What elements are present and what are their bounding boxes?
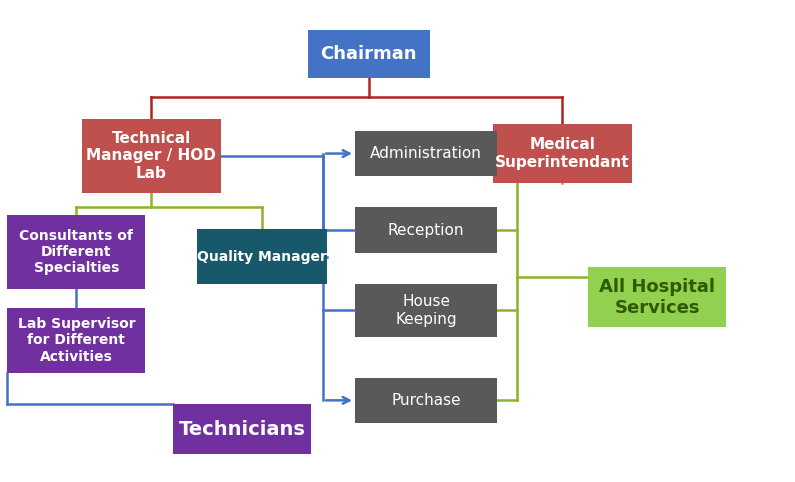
FancyBboxPatch shape bbox=[7, 308, 145, 373]
FancyBboxPatch shape bbox=[493, 123, 631, 184]
Text: House
Keeping: House Keeping bbox=[395, 295, 457, 327]
FancyBboxPatch shape bbox=[588, 268, 727, 327]
Text: Lab Supervisor
for Different
Activities: Lab Supervisor for Different Activities bbox=[17, 317, 135, 363]
FancyBboxPatch shape bbox=[308, 30, 430, 78]
Text: Quality Manager: Quality Manager bbox=[197, 250, 327, 264]
Text: Administration: Administration bbox=[370, 146, 482, 161]
Text: Medical
Superintendant: Medical Superintendant bbox=[495, 137, 630, 170]
Text: Consultants of
Different
Specialties: Consultants of Different Specialties bbox=[19, 228, 134, 275]
FancyBboxPatch shape bbox=[355, 207, 497, 253]
FancyBboxPatch shape bbox=[7, 214, 145, 289]
FancyBboxPatch shape bbox=[355, 377, 497, 423]
FancyBboxPatch shape bbox=[355, 284, 497, 337]
Text: Purchase: Purchase bbox=[391, 393, 461, 408]
FancyBboxPatch shape bbox=[355, 131, 497, 176]
Text: Reception: Reception bbox=[388, 223, 464, 238]
FancyBboxPatch shape bbox=[197, 229, 328, 284]
Text: Technicians: Technicians bbox=[179, 420, 306, 439]
FancyBboxPatch shape bbox=[173, 404, 312, 454]
FancyBboxPatch shape bbox=[82, 119, 220, 193]
Text: Chairman: Chairman bbox=[320, 45, 417, 63]
Text: Technical
Manager / HOD
Lab: Technical Manager / HOD Lab bbox=[87, 131, 216, 181]
Text: All Hospital
Services: All Hospital Services bbox=[599, 278, 716, 317]
